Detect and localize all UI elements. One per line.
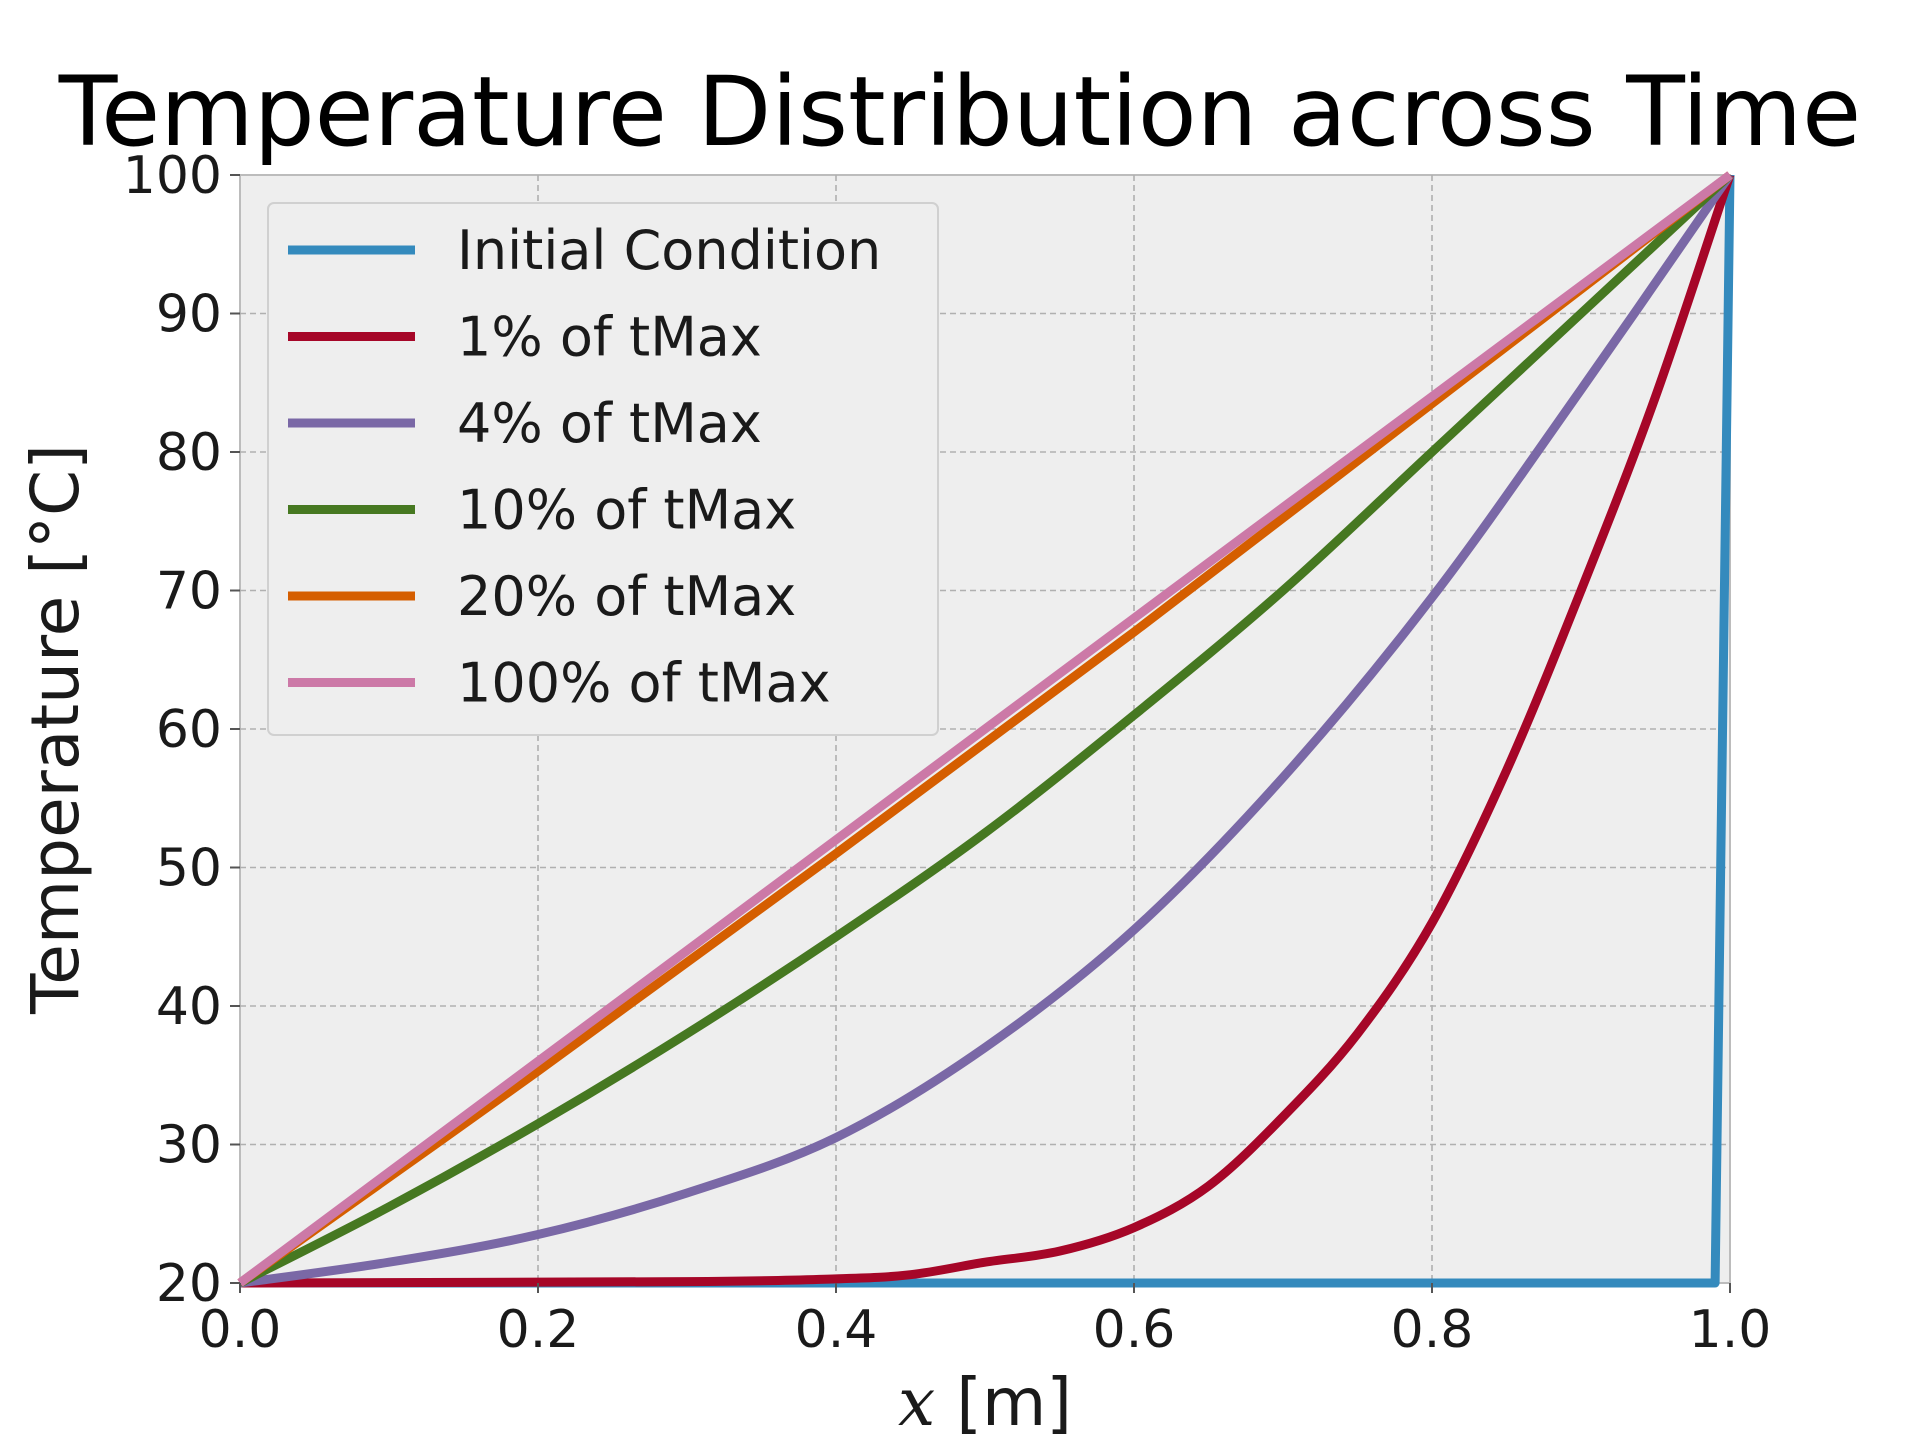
x-axis-ticks: 0.0 0.2 0.4 0.6 0.8 1.0: [199, 1283, 1772, 1360]
legend: Initial Condition 1% of tMax 4% of tMax 10%…: [267, 202, 939, 736]
x-tick-label: 1.0: [1689, 1300, 1772, 1360]
legend-label-5: 100% of tMax: [457, 652, 831, 715]
legend-label-0: Initial Condition: [457, 219, 881, 282]
x-axis-unit: [m]: [956, 1364, 1072, 1440]
y-tick-label: 70: [156, 562, 222, 622]
x-tick-label: 0.8: [1391, 1300, 1474, 1360]
x-axis-variable: x: [898, 1364, 935, 1440]
x-axis-label: x [m]: [898, 1364, 1072, 1440]
y-axis-label: Temperature [°C]: [17, 444, 94, 1015]
y-axis-ticks: 20 30 40 50 60 70 80 90 100: [123, 146, 240, 1314]
x-tick-label: 0.0: [199, 1300, 282, 1360]
y-tick-label: 20: [156, 1254, 222, 1314]
x-tick-label: 0.6: [1093, 1300, 1176, 1360]
x-tick-label: 0.2: [497, 1300, 580, 1360]
y-tick-label: 40: [156, 977, 222, 1037]
series-line-2: [239, 172, 1734, 1288]
y-tick-label: 30: [156, 1116, 222, 1176]
legend-label-3: 10% of tMax: [457, 479, 796, 542]
series-line-3: [237, 171, 1734, 1288]
y-tick-label: 50: [156, 839, 222, 899]
y-tick-label: 60: [156, 700, 222, 760]
legend-label-4: 20% of tMax: [457, 565, 796, 628]
x-tick-label: 0.4: [795, 1300, 878, 1360]
series-group: [237, 171, 1735, 1288]
series-line-1: [239, 173, 1735, 1288]
y-tick-label: 80: [156, 423, 222, 483]
legend-label-2: 4% of tMax: [457, 392, 762, 455]
chart-title: Temperature Distribution across Time: [58, 56, 1861, 168]
legend-box: [267, 202, 939, 736]
series-line-5: [237, 171, 1733, 1287]
series-line-4: [237, 171, 1733, 1287]
legend-label-1: 1% of tMax: [457, 306, 762, 369]
y-tick-label: 100: [123, 146, 222, 206]
y-tick-label: 90: [156, 285, 222, 345]
